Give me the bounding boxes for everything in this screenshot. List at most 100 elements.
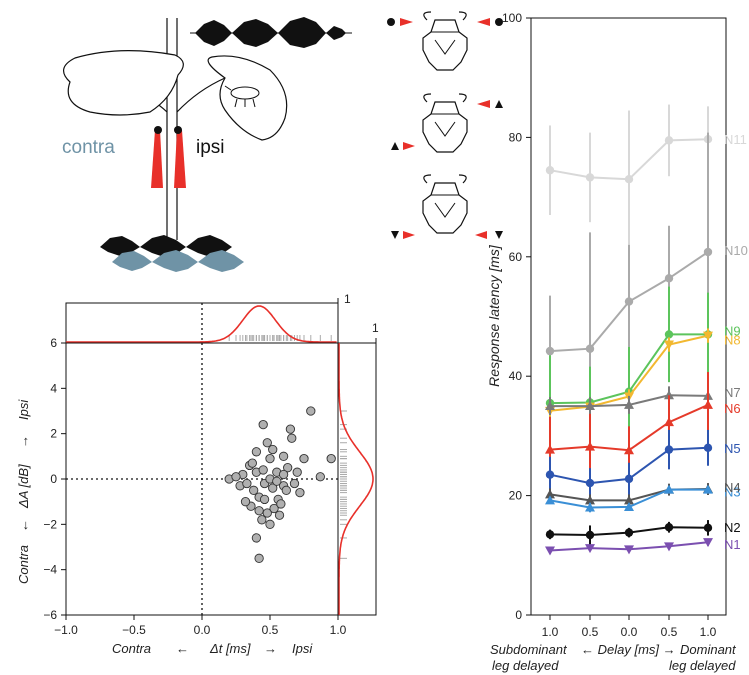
series-label-n3: N3 xyxy=(724,485,741,500)
scatter-point xyxy=(247,458,257,468)
top-marginal-rug xyxy=(228,335,332,341)
left-leaf xyxy=(63,50,184,116)
x-tick-label: 1.0 xyxy=(330,623,347,637)
data-point xyxy=(545,444,555,454)
series-label-n4: N4 xyxy=(724,480,741,495)
y-axis-contra-label: Contra xyxy=(16,545,31,584)
latency-x-dominant-label-2: leg delayed xyxy=(669,658,736,673)
scatter-point xyxy=(274,510,285,520)
latency-x-tick-label: 0.5 xyxy=(661,625,678,639)
data-point xyxy=(624,174,634,184)
data-point xyxy=(703,247,713,257)
data-point xyxy=(545,489,555,499)
scatter-point xyxy=(278,469,289,480)
scatter-point xyxy=(258,419,268,430)
x-axis-arrow-left: ← xyxy=(176,641,189,656)
latency-x-tick-label: 0.0 xyxy=(621,625,638,639)
latency-x-tick-label: 0.5 xyxy=(582,625,599,639)
right-marginal-rug xyxy=(340,410,347,559)
series-label-n2: N2 xyxy=(724,520,741,535)
data-point xyxy=(585,441,595,451)
scatter-point xyxy=(281,485,291,495)
scatter-point xyxy=(265,453,275,464)
right-marginal: 1 xyxy=(337,321,379,616)
x-tick-label: 0.5 xyxy=(262,623,279,637)
scatter-point xyxy=(272,476,282,486)
series-label-n9: N9 xyxy=(724,323,741,338)
data-point xyxy=(703,484,713,494)
scatter-point xyxy=(251,533,262,543)
data-point xyxy=(545,495,555,505)
y-tick-label: 4 xyxy=(50,381,57,395)
x-axis-ipsi-label: Ipsi xyxy=(292,641,313,656)
y-axis-arrow-bottom: ← xyxy=(16,519,31,532)
latency-y-tick-label: 40 xyxy=(509,369,523,383)
latency-y-axis-title: Response latency [ms] xyxy=(486,244,502,387)
latency-y-tick-label: 0 xyxy=(515,608,522,622)
data-point xyxy=(545,470,555,479)
series-label-n11: N11 xyxy=(724,132,747,147)
scatter-point xyxy=(269,503,279,514)
scatter-point xyxy=(251,447,262,457)
latency-x-tick-label: 1.0 xyxy=(542,625,559,639)
series-label-n7: N7 xyxy=(724,385,741,400)
data-point xyxy=(624,445,634,455)
data-point xyxy=(545,401,555,411)
series-label-n10: N10 xyxy=(724,243,748,258)
data-point xyxy=(703,331,713,341)
scatter-point xyxy=(268,444,278,455)
y-axis-title: ΔA [dB] xyxy=(16,464,31,509)
latency-x-subdominant-label-2: leg delayed xyxy=(492,658,559,673)
data-point xyxy=(664,542,674,552)
x-axis-contra-label: Contra xyxy=(112,641,151,656)
y-tick-label: 6 xyxy=(50,336,57,350)
y-tick-label: −2 xyxy=(43,517,57,531)
data-point xyxy=(664,417,674,427)
x-tick-label: −1.0 xyxy=(54,623,78,637)
latency-ticks: 0 20 40 60 80 100 1.0 0.5 0.0 0.5 1.0 xyxy=(502,11,717,639)
top-marginal-tick: 1 xyxy=(344,292,351,306)
contra-label: contra xyxy=(62,137,115,158)
data-point xyxy=(624,474,634,484)
series-n5 xyxy=(545,429,713,498)
scatter-point xyxy=(262,438,272,448)
x-axis-arrow-right: → xyxy=(264,641,277,656)
scatter-point xyxy=(254,553,264,563)
latency-y-tick-label: 80 xyxy=(509,130,523,144)
scatter-point xyxy=(258,465,268,475)
latency-x-axis-title: ← Delay [ms] → xyxy=(581,642,676,657)
data-point xyxy=(624,545,634,555)
x-axis-title: Δt [ms] xyxy=(209,641,251,656)
bug-stimulus-1-icon xyxy=(387,11,503,71)
data-point xyxy=(545,546,555,556)
scatter-point xyxy=(278,451,289,461)
combined-oscillogram xyxy=(100,235,244,272)
data-point xyxy=(545,346,555,356)
scatter-point xyxy=(287,433,297,443)
data-point xyxy=(585,478,595,488)
scatter-point xyxy=(289,478,300,489)
series-n3 xyxy=(545,484,713,513)
scatter-point xyxy=(259,494,270,505)
series-label-n1: N1 xyxy=(724,537,741,552)
data-point xyxy=(585,495,595,505)
data-point xyxy=(664,330,674,339)
scatter-point xyxy=(326,453,336,464)
y-tick-label: 2 xyxy=(50,427,57,441)
scatter-point xyxy=(265,519,275,529)
x-tick-label: −0.5 xyxy=(122,623,146,637)
scatter-point xyxy=(242,478,252,489)
data-point xyxy=(664,445,674,454)
data-point xyxy=(585,401,595,411)
data-point xyxy=(585,502,595,512)
data-point xyxy=(585,173,595,182)
right-marginal-tick: 1 xyxy=(372,321,379,335)
data-point xyxy=(545,166,555,175)
data-point xyxy=(585,344,595,353)
series-label-n5: N5 xyxy=(724,441,741,456)
scatter-panel: 1 1 −1.0 −0.5 0.0 0.5 1.0 −6 −4 −2 0 2 4 6 Contra ←… xyxy=(16,292,379,656)
series-label-n8: N8 xyxy=(724,333,741,348)
data-point xyxy=(624,501,634,511)
panel-a-illustration: contra ipsi xyxy=(62,17,352,272)
